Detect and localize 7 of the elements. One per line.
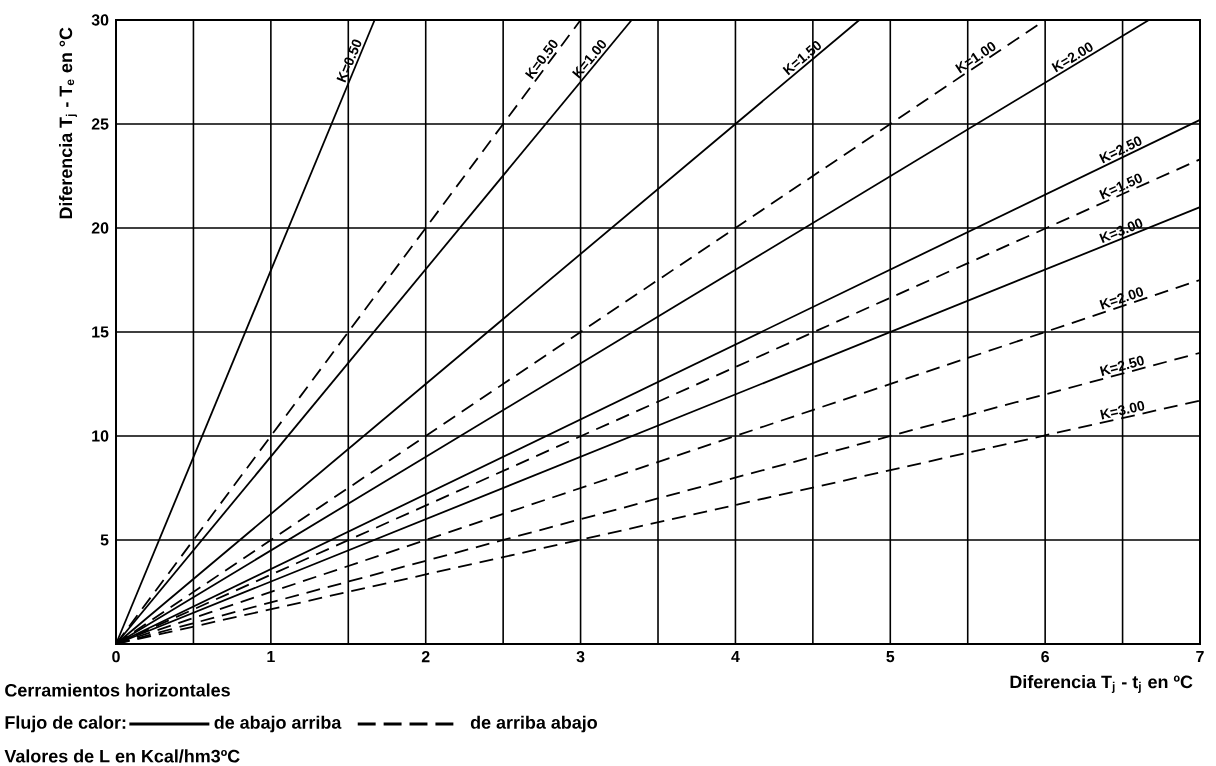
text: de abajo arriba [214,715,342,733]
x-axis-title: Diferencia T$_{j}$ - t$_{j}$ en ºC [1010,675,1193,693]
text: Flujo de calor: [5,715,126,733]
text: de arriba abajo [470,715,597,733]
y-axis-title: Diferencia T$_{j}$ - T$_{e}$ en °C [59,27,77,219]
text: Valores de L en Kcal/hm3ºC [4,749,240,763]
text: Cerramientos horizontales [5,683,230,697]
